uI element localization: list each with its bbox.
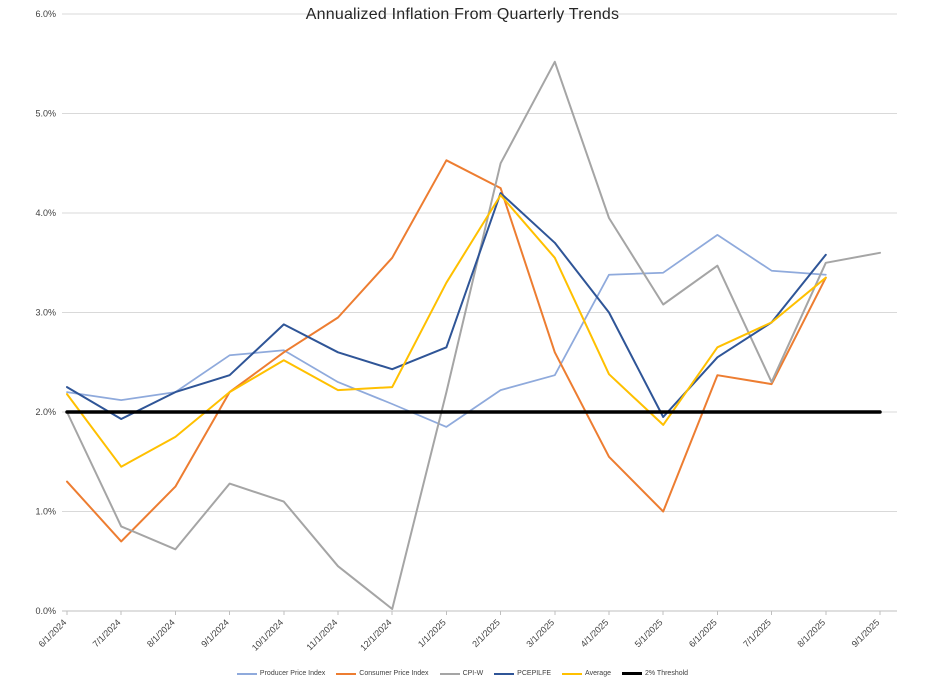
x-axis-tick-label: 11/1/2024 [305, 617, 340, 652]
series-line-pcepilfe [66, 192, 827, 420]
legend-line-icon [236, 672, 257, 675]
legend-item-average: Average [562, 670, 611, 677]
legend-item-consumer-price-index: Consumer Price Index [336, 670, 429, 677]
legend-line-icon [494, 672, 515, 675]
legend-item-producer-price-index: Producer Price Index [236, 670, 326, 677]
y-axis-tick-label: 3.0% [35, 308, 56, 318]
legend-label: 2% Threshold [644, 670, 689, 677]
x-axis-tick-label: 9/1/2025 [850, 617, 882, 649]
series-line-producer-price-index [66, 234, 827, 428]
chart-legend: Producer Price Index Consumer Price Index… [0, 670, 925, 677]
legend-item-2-threshold: 2% Threshold [621, 670, 689, 677]
x-axis-tick-label: 10/1/2024 [250, 617, 285, 652]
series-line-consumer-price-index [66, 159, 827, 543]
x-axis-tick-label: 7/1/2025 [741, 617, 773, 649]
x-axis-tick-label: 12/1/2024 [358, 617, 393, 652]
y-axis-tick-label: 1.0% [35, 507, 56, 517]
legend-line-icon [439, 672, 460, 675]
y-axis-tick-label: 0.0% [35, 606, 56, 616]
legend-line-icon [621, 672, 642, 675]
legend-label: CPI-W [462, 670, 484, 677]
x-axis-tick-label: 1/1/2025 [416, 617, 448, 649]
x-axis-tick-label: 8/1/2025 [795, 617, 827, 649]
x-axis-tick-label: 3/1/2025 [524, 617, 556, 649]
legend-label: Consumer Price Index [359, 670, 429, 677]
series-line-average [66, 194, 827, 468]
legend-line-icon [562, 672, 583, 675]
legend-label: Producer Price Index [259, 670, 326, 677]
x-axis-tick-label: 4/1/2025 [579, 617, 611, 649]
legend-item-cpi-w: CPI-W [439, 670, 484, 677]
x-axis-tick-label: 6/1/2025 [687, 617, 719, 649]
x-axis-tick-label: 8/1/2024 [145, 617, 177, 649]
x-axis-tick-label: 2/1/2025 [470, 617, 502, 649]
legend-label: PCEPILFE [517, 670, 552, 677]
chart-title: Annualized Inflation From Quarterly Tren… [305, 6, 620, 23]
y-axis-tick-label: 4.0% [35, 208, 56, 218]
y-axis-tick-label: 5.0% [35, 109, 56, 119]
y-axis-tick-label: 2.0% [35, 407, 56, 417]
y-axis-tick-label: 6.0% [35, 9, 56, 19]
legend-item-pcepilfe: PCEPILFE [494, 670, 551, 677]
x-axis-tick-label: 6/1/2024 [37, 617, 69, 649]
x-axis-tick-label: 7/1/2024 [91, 617, 123, 649]
legend-label: Average [585, 670, 611, 677]
x-axis-tick-label: 9/1/2024 [199, 617, 231, 649]
x-axis-tick-label: 5/1/2025 [633, 617, 665, 649]
legend-line-icon [336, 672, 357, 675]
series-line-cpi-w [66, 60, 881, 610]
